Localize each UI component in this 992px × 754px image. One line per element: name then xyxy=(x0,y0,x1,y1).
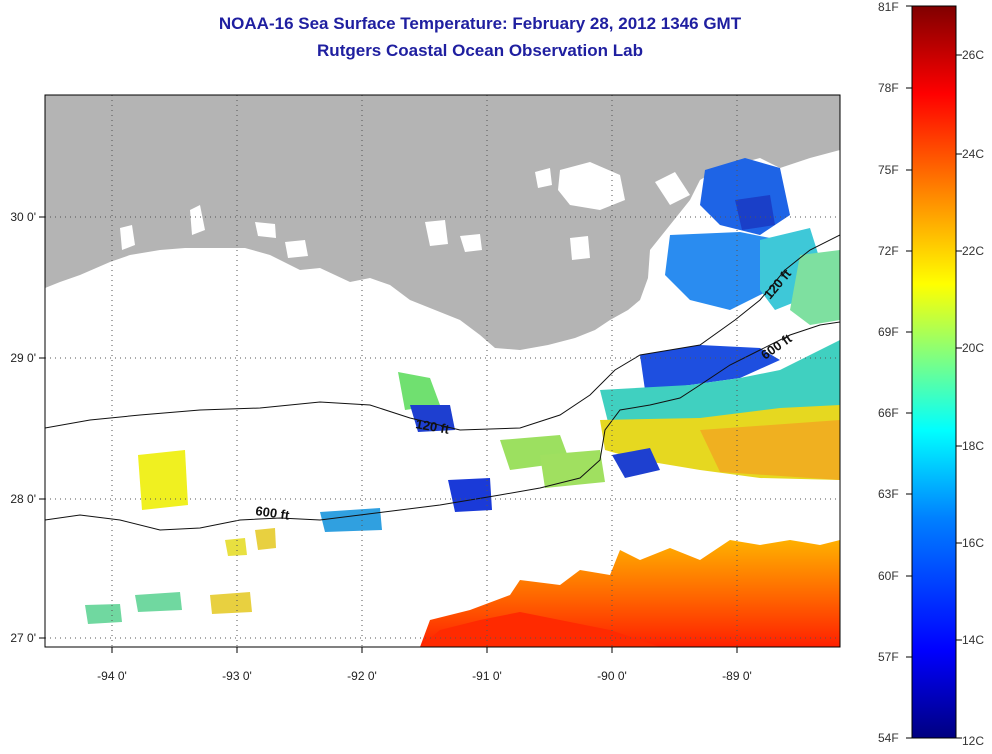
scale-label-f: 57F xyxy=(878,650,899,664)
sst-warm-region xyxy=(210,592,252,614)
lake xyxy=(570,236,590,260)
lon-label: -90 0' xyxy=(597,669,627,683)
scale-label-f: 54F xyxy=(878,731,899,745)
lon-label: -89 0' xyxy=(722,669,752,683)
scale-label-f: 72F xyxy=(878,244,899,258)
sst-cold-region xyxy=(735,195,775,230)
scale-label-c: 20C xyxy=(962,341,985,355)
map-subtitle: Rutgers Coastal Ocean Observation Lab xyxy=(317,41,643,60)
colorbar-ticks xyxy=(906,5,962,739)
scale-label-c: 14C xyxy=(962,633,985,647)
sst-cold-region xyxy=(612,448,660,478)
lat-label: 29 0' xyxy=(10,351,36,365)
scale-label-c: 24C xyxy=(962,147,985,161)
contour-600ft xyxy=(45,321,840,531)
scale-label-f: 69F xyxy=(878,325,899,339)
sst-warm-region xyxy=(700,420,840,480)
lake xyxy=(535,168,552,188)
sst-mid-region xyxy=(790,250,840,325)
scale-label-f: 78F xyxy=(878,81,899,95)
sst-warm-region xyxy=(138,450,188,510)
scale-label-c: 18C xyxy=(962,439,985,453)
lake xyxy=(285,240,308,258)
scale-label-c: 16C xyxy=(962,536,985,550)
lake xyxy=(460,234,482,252)
map-title: NOAA-16 Sea Surface Temperature: Februar… xyxy=(218,14,742,33)
axis-ticks xyxy=(39,216,738,653)
sst-cold-region xyxy=(640,345,780,390)
scale-label-f: 75F xyxy=(878,163,899,177)
scale-label-f: 81F xyxy=(878,0,899,14)
scale-label-c: 22C xyxy=(962,244,985,258)
lake xyxy=(558,162,625,210)
sst-cold-region xyxy=(410,405,455,432)
sst-mid-region xyxy=(600,340,840,430)
sst-mid-region xyxy=(135,592,182,612)
lat-label: 30 0' xyxy=(10,210,36,224)
scale-label-c: 12C xyxy=(962,734,985,748)
sst-cold-region xyxy=(448,478,492,512)
lat-label: 27 0' xyxy=(10,631,36,645)
lon-label: -93 0' xyxy=(222,669,252,683)
sst-mid-region xyxy=(320,508,382,532)
sst-cold-region xyxy=(665,232,780,310)
sst-warm-region xyxy=(225,538,247,556)
contour-label-600ft: 600 ft xyxy=(255,503,291,523)
scale-label-f: 60F xyxy=(878,569,899,583)
map-frame xyxy=(44,94,841,648)
lake xyxy=(655,172,690,205)
lake xyxy=(255,222,276,238)
plot-area xyxy=(45,95,840,647)
lake xyxy=(120,225,135,250)
lake xyxy=(190,205,205,235)
lake xyxy=(425,220,448,246)
scale-label-f: 66F xyxy=(878,406,899,420)
scale-label-f: 63F xyxy=(878,487,899,501)
contour-label-120ft: 120 ft xyxy=(414,416,451,437)
scale-label-c: 26C xyxy=(962,48,985,62)
sst-warm-region xyxy=(255,528,276,550)
sst-mid-region xyxy=(398,372,440,410)
sst-mid-region xyxy=(85,604,122,624)
lon-label: -91 0' xyxy=(472,669,502,683)
color-scale-bar xyxy=(911,5,957,739)
lon-label: -92 0' xyxy=(347,669,377,683)
lon-label: -94 0' xyxy=(97,669,127,683)
contour-120ft xyxy=(45,234,840,431)
sst-mid-region xyxy=(540,450,605,488)
lat-label: 28 0' xyxy=(10,492,36,506)
graticule xyxy=(45,95,840,647)
